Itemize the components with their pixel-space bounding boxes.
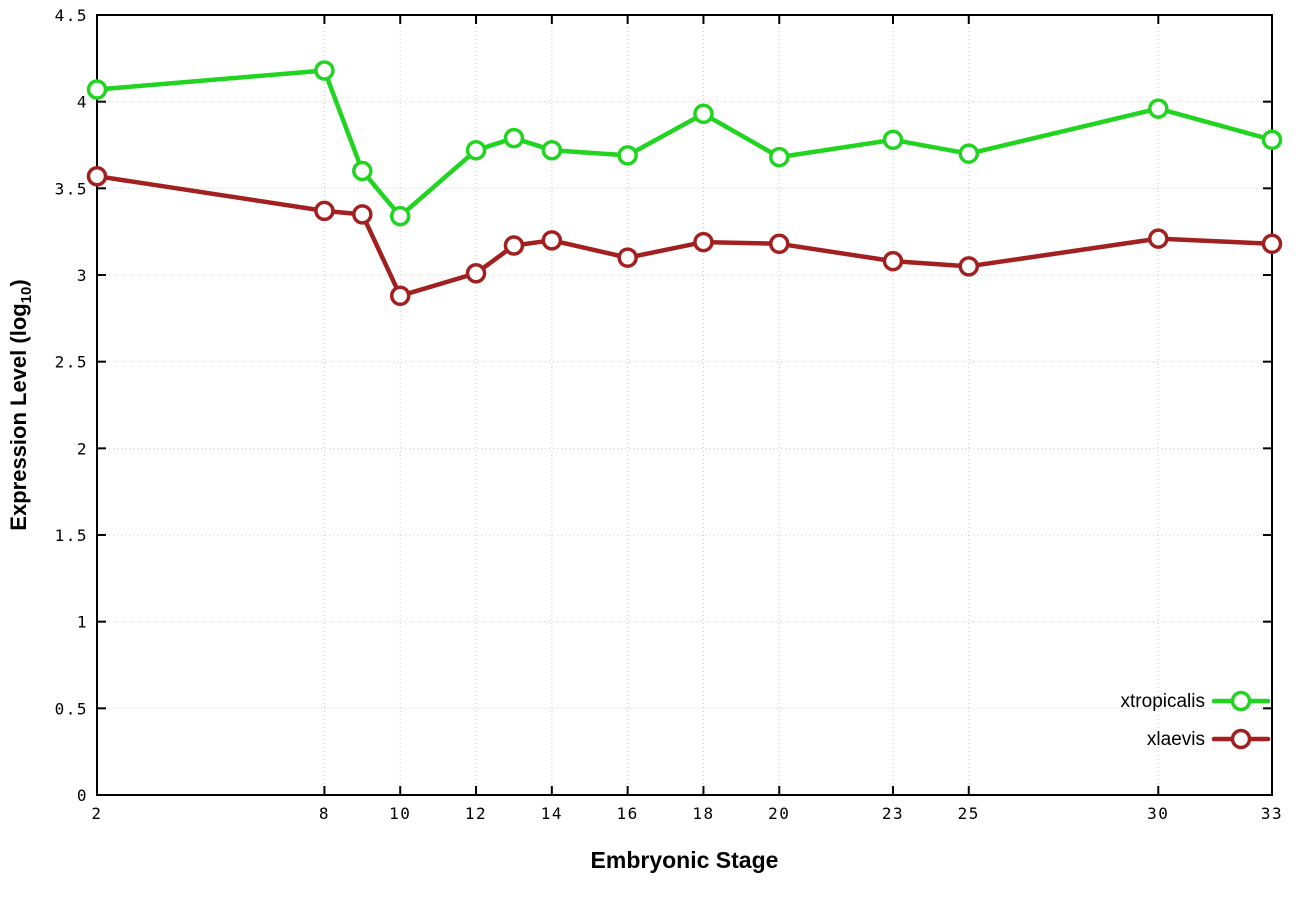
series-xtropicalis-line [94,68,1275,219]
y-tick-label: 4.5 [55,6,88,25]
data-point [958,256,980,277]
data-point [352,204,373,225]
data-point [693,231,714,253]
data-point [958,143,980,164]
legend-marker [1230,728,1252,750]
data-point [882,129,904,151]
x-tick-label: 14 [541,804,563,823]
y-axis-label: Expression Level (log10) [6,279,35,530]
x-tick-label: 8 [319,804,330,823]
legend-marker [1230,690,1252,712]
y-tick-label: 0.5 [55,699,88,718]
data-point [541,230,563,251]
data-point [465,139,487,161]
plot-border [96,14,1273,796]
data-point [769,233,790,255]
data-point [86,165,108,187]
series-xtropicalis-markers [86,60,1283,227]
x-tick-label: 33 [1261,804,1283,823]
x-tick-label: 12 [465,804,487,823]
data-point [769,146,790,168]
data-point [465,263,487,284]
data-point [86,79,108,100]
y-tick-label: 4 [77,93,88,112]
y-axis-tick-labels: 0 0.5 1 1.5 2 2.5 3 3.5 4 4.5 [55,6,88,805]
x-tick-label: 2 [91,804,102,823]
data-point [503,127,525,149]
y-tick-label: 0 [77,786,88,805]
data-point [617,247,638,268]
data-point [1261,129,1283,151]
gridlines [97,15,1272,795]
legend-label-xlaevis: xlaevis [1147,729,1205,750]
y-tick-label: 3.5 [55,179,88,198]
y-tick-label: 2 [77,439,88,458]
y-tick-label: 1.5 [55,526,88,545]
data-point [389,285,411,307]
x-tick-label: 10 [389,804,411,823]
y-tick-label: 3 [77,266,88,285]
x-axis-label: Embryonic Stage [591,847,779,873]
tick-marks [96,14,1273,796]
x-tick-label: 18 [692,804,714,823]
series-xlaevis-line [94,173,1275,299]
data-point [389,205,411,227]
data-point [617,145,638,166]
x-tick-label: 30 [1147,804,1169,823]
data-point [693,103,714,125]
x-tick-label: 25 [958,804,980,823]
y-tick-label: 1 [77,613,88,632]
data-point [882,250,904,272]
x-tick-label: 23 [882,804,904,823]
data-point [1261,233,1283,255]
x-tick-label: 20 [768,804,790,823]
legend: xtropicalis xlaevis [1121,690,1271,750]
data-point [314,200,335,222]
x-axis-tick-labels: 2 8 10 12 14 16 18 20 23 25 30 33 [91,804,1283,823]
data-point [1148,98,1169,119]
x-tick-label: 16 [617,804,639,823]
data-point [352,160,373,182]
data-point [541,139,563,161]
data-point [503,235,525,256]
series-xlaevis-markers [86,165,1283,307]
y-tick-label: 2.5 [55,353,88,372]
data-point [1148,228,1169,249]
data-point [314,60,335,81]
legend-label-xtropicalis: xtropicalis [1121,691,1205,712]
